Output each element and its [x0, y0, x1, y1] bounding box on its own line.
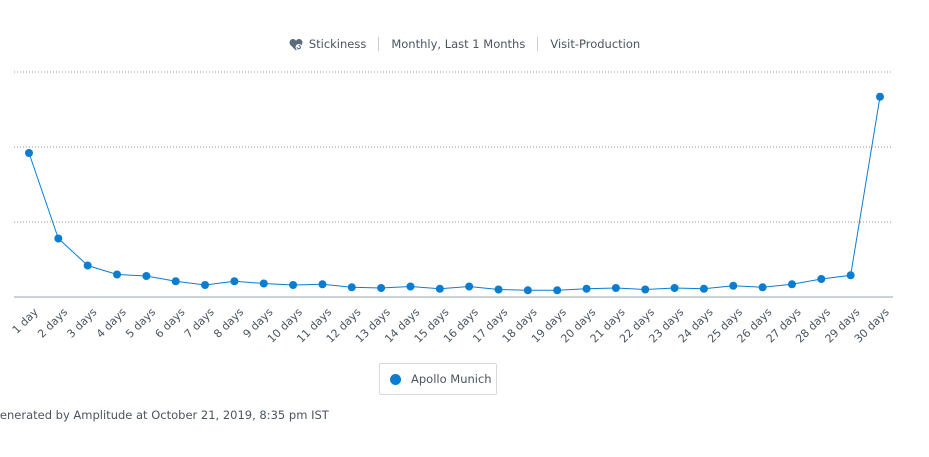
metric-label: Stickiness — [308, 37, 367, 51]
header-divider — [537, 37, 539, 51]
data-point-18[interactable] — [523, 286, 532, 295]
chart-header: Stickiness Monthly, Last 1 Months Visit-… — [0, 37, 929, 51]
series-line-apollo-munich — [28, 96, 881, 291]
stickiness-heart-icon — [289, 38, 303, 50]
data-point-28[interactable] — [817, 275, 826, 283]
period-label: Monthly, Last 1 Months — [391, 37, 526, 51]
event-label: Visit-Production — [550, 37, 641, 51]
series-line-layer — [28, 96, 881, 291]
gridlines — [14, 71, 893, 298]
legend-item-apollo-munich[interactable]: Apollo Munich — [379, 363, 497, 395]
series-points-layer[interactable] — [25, 92, 884, 295]
data-point-4[interactable] — [113, 270, 122, 279]
metric-segment[interactable]: Stickiness — [277, 37, 379, 51]
data-point-22[interactable] — [641, 285, 650, 294]
legend-color-dot — [390, 373, 401, 385]
data-point-9[interactable] — [259, 279, 268, 288]
data-point-3[interactable] — [83, 261, 92, 270]
data-point-25[interactable] — [729, 281, 738, 290]
period-segment[interactable]: Monthly, Last 1 Months — [379, 37, 537, 51]
data-point-24[interactable] — [699, 284, 708, 293]
data-point-20[interactable] — [582, 284, 591, 293]
event-segment[interactable]: Visit-Production — [538, 37, 652, 51]
data-point-1[interactable] — [25, 149, 33, 157]
x-tick-label: 5 days — [123, 305, 158, 340]
x-tick-label: 7 days — [182, 305, 217, 340]
data-point-21[interactable] — [611, 284, 620, 292]
data-point-13[interactable] — [377, 284, 386, 292]
generated-by-footer: Generated by Amplitude at October 21, 20… — [0, 408, 329, 422]
x-tick-label: 3 days — [64, 305, 99, 340]
x-tick-label: 4 days — [94, 305, 129, 340]
data-point-5[interactable] — [142, 272, 151, 280]
x-tick-label: 6 days — [153, 305, 188, 340]
data-point-8[interactable] — [230, 277, 239, 286]
x-tick-label: 8 days — [211, 305, 246, 340]
legend-label: Apollo Munich — [411, 372, 492, 386]
data-point-16[interactable] — [465, 282, 474, 291]
data-point-6[interactable] — [171, 277, 180, 286]
data-point-11[interactable] — [318, 280, 327, 289]
data-point-2[interactable] — [54, 234, 63, 243]
data-point-12[interactable] — [347, 283, 356, 292]
data-point-10[interactable] — [289, 281, 298, 289]
data-point-15[interactable] — [435, 284, 444, 293]
data-point-7[interactable] — [201, 281, 210, 289]
data-point-30[interactable] — [876, 92, 884, 101]
header-divider — [378, 37, 380, 51]
data-point-17[interactable] — [494, 285, 503, 294]
x-tick-label: 2 days — [35, 305, 70, 340]
data-point-19[interactable] — [553, 286, 562, 295]
data-point-27[interactable] — [787, 280, 796, 289]
data-point-14[interactable] — [406, 282, 415, 291]
data-point-26[interactable] — [758, 283, 767, 292]
data-point-29[interactable] — [846, 271, 855, 280]
data-point-23[interactable] — [670, 284, 679, 292]
